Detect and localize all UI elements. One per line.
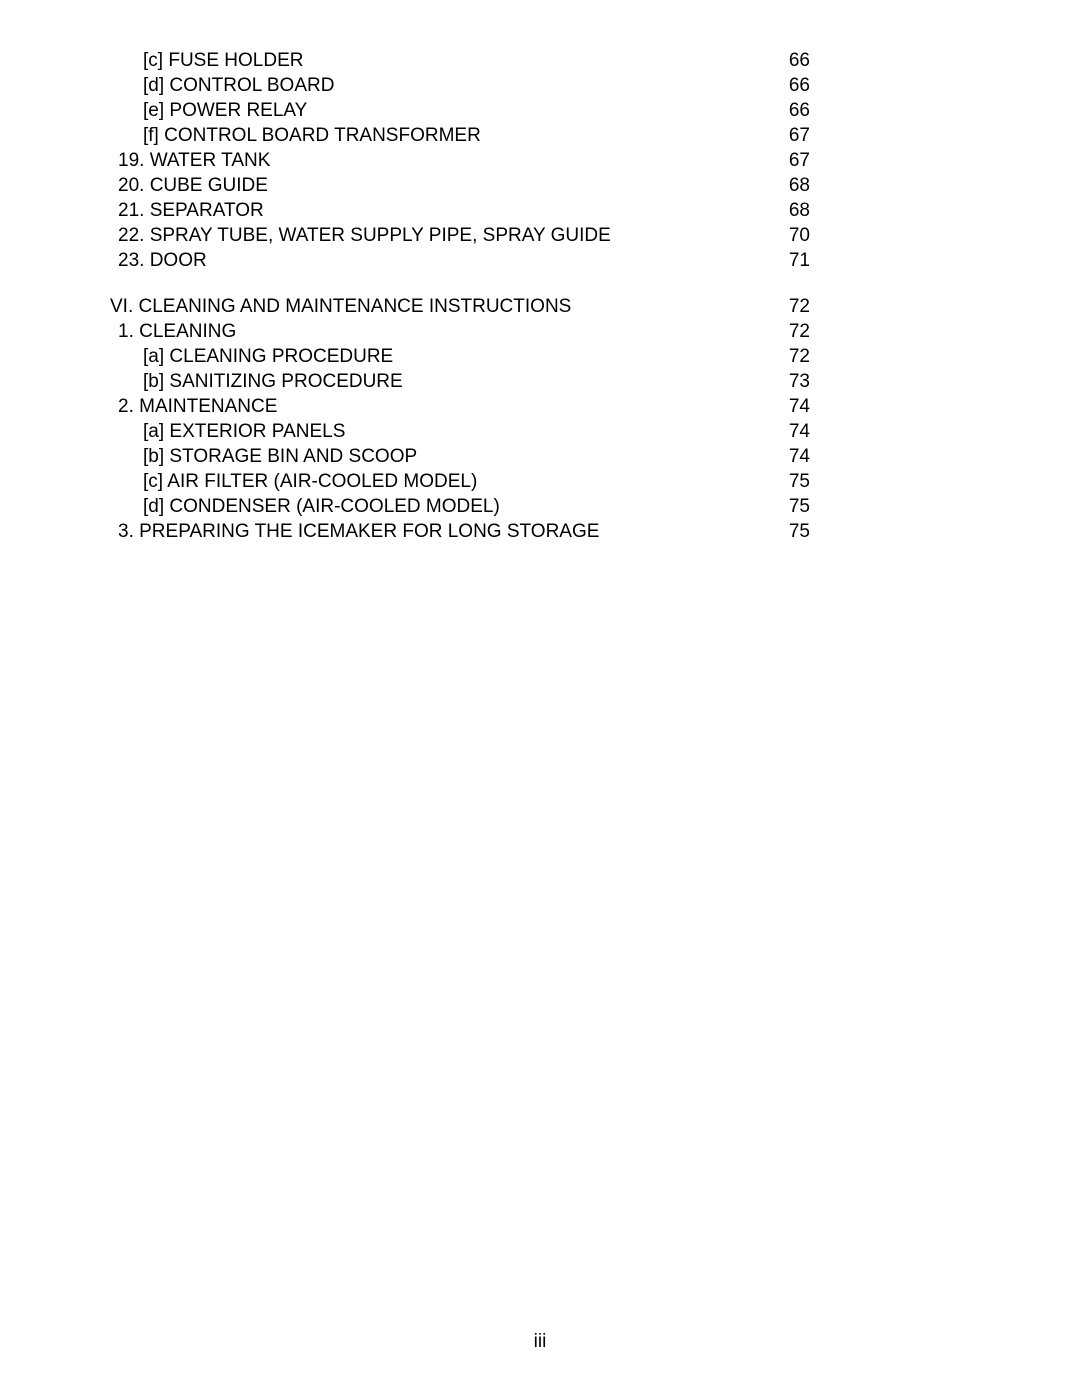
toc-entry-label: [d] CONTROL BOARD — [143, 73, 334, 98]
toc-entry-label: 2. MAINTENANCE — [118, 394, 277, 419]
toc-entry: [a] CLEANING PROCEDURE 72 — [110, 344, 810, 369]
toc-entry-label: [c] FUSE HOLDER — [143, 48, 303, 73]
page-number: iii — [534, 1331, 547, 1352]
toc-entry-page: 67 — [787, 123, 810, 148]
toc-entry-label: 1. CLEANING — [118, 319, 236, 344]
toc-entry-label: [f] CONTROL BOARD TRANSFORMER — [143, 123, 481, 148]
toc-entry-page: 66 — [787, 73, 810, 98]
toc-entry-label: [c] AIR FILTER (AIR-COOLED MODEL) — [143, 469, 477, 494]
toc-entry-label: 19. WATER TANK — [118, 148, 270, 173]
toc-entry-page: 71 — [787, 248, 810, 273]
toc-entry-label: 3. PREPARING THE ICEMAKER FOR LONG STORA… — [118, 519, 599, 544]
toc-entry-page: 74 — [787, 419, 810, 444]
toc-entry-label: 22. SPRAY TUBE, WATER SUPPLY PIPE, SPRAY… — [118, 223, 611, 248]
table-of-contents: [c] FUSE HOLDER66[d] CONTROL BOARD66[e] … — [110, 48, 810, 544]
toc-entry: [b] SANITIZING PROCEDURE 73 — [110, 369, 810, 394]
toc-entry: VI. CLEANING AND MAINTENANCE INSTRUCTION… — [110, 294, 810, 319]
toc-entry-label: 20. CUBE GUIDE — [118, 173, 268, 198]
toc-entry: [e] POWER RELAY 66 — [110, 98, 810, 123]
toc-entry-label: [d] CONDENSER (AIR-COOLED MODEL) — [143, 494, 500, 519]
toc-entry-label: [b] STORAGE BIN AND SCOOP — [143, 444, 417, 469]
toc-entry-page: 74 — [787, 444, 810, 469]
toc-entry-label: 21. SEPARATOR — [118, 198, 264, 223]
toc-entry-page: 72 — [787, 294, 810, 319]
toc-entry: 19. WATER TANK 67 — [110, 148, 810, 173]
toc-entry-page: 75 — [787, 519, 810, 544]
toc-entry-label: [e] POWER RELAY — [143, 98, 307, 123]
toc-entry-page: 70 — [787, 223, 810, 248]
toc-entry-page: 74 — [787, 394, 810, 419]
toc-entry: [d] CONTROL BOARD 66 — [110, 73, 810, 98]
toc-entry-page: 67 — [787, 148, 810, 173]
toc-entry-page: 72 — [787, 344, 810, 369]
section-gap — [110, 273, 810, 294]
toc-entry: [f] CONTROL BOARD TRANSFORMER 67 — [110, 123, 810, 148]
toc-entry: 2. MAINTENANCE 74 — [110, 394, 810, 419]
toc-entry-page: 75 — [787, 494, 810, 519]
toc-entry: 3. PREPARING THE ICEMAKER FOR LONG STORA… — [110, 519, 810, 544]
toc-entry-page: 68 — [787, 198, 810, 223]
toc-entry-label: VI. CLEANING AND MAINTENANCE INSTRUCTION… — [110, 294, 571, 319]
page-number-footer: iii — [0, 1331, 1080, 1353]
toc-entry: 20. CUBE GUIDE 68 — [110, 173, 810, 198]
toc-entry-page: 66 — [787, 98, 810, 123]
toc-entry: 1. CLEANING 72 — [110, 319, 810, 344]
toc-entry-label: [b] SANITIZING PROCEDURE — [143, 369, 403, 394]
toc-entry: 23. DOOR 71 — [110, 248, 810, 273]
toc-entry-label: [a] CLEANING PROCEDURE — [143, 344, 393, 369]
toc-entry-label: 23. DOOR — [118, 248, 207, 273]
toc-entry: 22. SPRAY TUBE, WATER SUPPLY PIPE, SPRAY… — [110, 223, 810, 248]
toc-entry-page: 73 — [787, 369, 810, 394]
toc-entry: [c] FUSE HOLDER 66 — [110, 48, 810, 73]
toc-entry: 21. SEPARATOR 68 — [110, 198, 810, 223]
document-page: [c] FUSE HOLDER66[d] CONTROL BOARD66[e] … — [0, 0, 1080, 1397]
toc-entry: [a] EXTERIOR PANELS 74 — [110, 419, 810, 444]
toc-entry-page: 75 — [787, 469, 810, 494]
toc-entry-page: 68 — [787, 173, 810, 198]
toc-entry-label: [a] EXTERIOR PANELS — [143, 419, 345, 444]
toc-entry: [d] CONDENSER (AIR-COOLED MODEL) 75 — [110, 494, 810, 519]
toc-entry-page: 72 — [787, 319, 810, 344]
toc-entry-page: 66 — [787, 48, 810, 73]
toc-entry: [b] STORAGE BIN AND SCOOP 74 — [110, 444, 810, 469]
toc-entry: [c] AIR FILTER (AIR-COOLED MODEL) 75 — [110, 469, 810, 494]
